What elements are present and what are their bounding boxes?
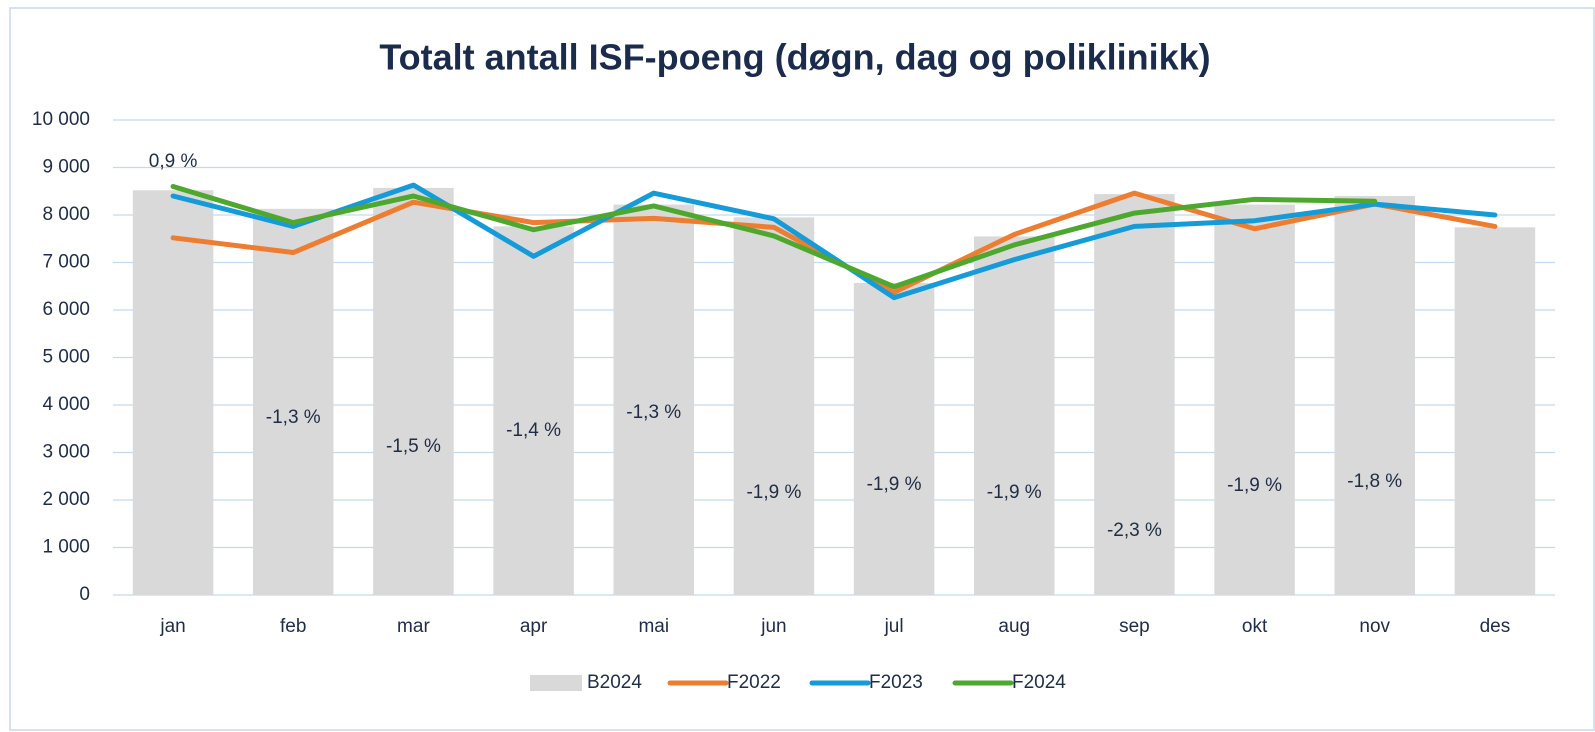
y-tick-label: 7 000 (42, 252, 90, 273)
x-tick-label: jan (159, 616, 185, 637)
annotation: -1,3 % (626, 402, 681, 423)
bar (1214, 204, 1295, 596)
y-tick-label: 6 000 (42, 299, 90, 320)
bar (1454, 227, 1536, 595)
annotation: -2,3 % (1107, 520, 1162, 541)
legend-label: F2024 (1012, 672, 1066, 693)
x-tick-label: sep (1119, 616, 1150, 637)
line-series (170, 184, 1378, 290)
y-tick-label: 5 000 (42, 347, 90, 368)
annotation: -1,3 % (266, 407, 321, 428)
bar (1334, 196, 1416, 595)
annotation: -1,9 % (867, 474, 922, 495)
annotation: -1,9 % (1227, 475, 1282, 496)
x-tick-label: jun (760, 616, 786, 637)
y-tick-label: 0 (79, 584, 90, 605)
line-series (170, 182, 1498, 301)
x-tick-label: nov (1359, 616, 1390, 637)
bar (493, 226, 574, 595)
chart-title: Totalt antall ISF-poeng (døgn, dag og po… (379, 37, 1210, 78)
annotation: -1,9 % (987, 482, 1042, 503)
x-tick-label: aug (998, 616, 1030, 637)
bar (613, 204, 695, 596)
bar (1094, 194, 1175, 595)
legend-label: F2023 (869, 672, 923, 693)
y-tick-label: 1 000 (42, 537, 90, 558)
bar (973, 236, 1055, 595)
x-tick-label: apr (520, 616, 548, 637)
annotation: -1,4 % (506, 420, 561, 441)
x-tick-label: okt (1242, 616, 1268, 637)
bar (733, 217, 815, 595)
annotation: -1,9 % (746, 482, 801, 503)
bar (252, 208, 334, 595)
y-tick-label: 10 000 (32, 109, 90, 130)
y-tick-label: 8 000 (42, 204, 90, 225)
annotation: -1,8 % (1347, 471, 1402, 492)
annotation: -1,5 % (386, 436, 441, 457)
bar (132, 190, 214, 596)
annotation: 0,9 % (149, 151, 198, 172)
y-tick-label: 9 000 (42, 157, 90, 178)
legend-swatch (530, 675, 582, 691)
bar (373, 187, 454, 596)
x-tick-label: mai (638, 616, 669, 637)
x-tick-label: feb (280, 616, 306, 637)
y-tick-label: 2 000 (42, 489, 90, 510)
x-tick-label: jul (884, 616, 904, 637)
x-tick-label: des (1480, 616, 1511, 637)
y-tick-label: 3 000 (42, 442, 90, 463)
legend-label: F2022 (727, 672, 781, 693)
legend-label: B2024 (587, 672, 642, 693)
bar (853, 282, 935, 595)
y-tick-label: 4 000 (42, 394, 90, 415)
x-tick-label: mar (397, 616, 430, 637)
